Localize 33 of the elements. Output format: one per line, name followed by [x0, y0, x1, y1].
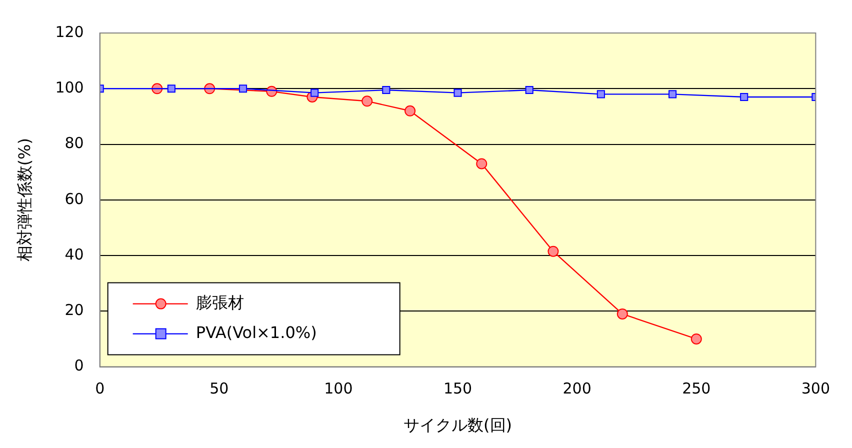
y-tick-label: 120	[55, 22, 84, 41]
point	[596, 90, 605, 98]
y-tick-label: 40	[64, 245, 84, 264]
x-tick-label: 100	[324, 380, 353, 398]
legend-label: 膨張材	[196, 292, 244, 312]
y-tick-label: 100	[55, 78, 84, 97]
y-tick-label: 60	[64, 190, 84, 208]
x-axis-title: サイクル数(回)	[404, 416, 512, 435]
point	[476, 158, 488, 170]
point	[310, 88, 319, 97]
point	[548, 246, 559, 257]
x-tick-label: 150	[443, 380, 472, 398]
x-tick-label: 300	[801, 380, 830, 398]
point	[454, 88, 462, 97]
y-axis-title: 相対弾性係数(%)	[14, 138, 34, 262]
point	[167, 84, 176, 93]
y-tick-label: 20	[64, 301, 84, 320]
point	[668, 90, 677, 98]
point	[238, 84, 248, 93]
x-tick-label: 200	[562, 380, 592, 398]
y-tick-label: 80	[64, 134, 84, 152]
point	[690, 333, 702, 344]
legend-label: PVA(Vol×1.0%)	[196, 322, 317, 342]
point	[616, 308, 628, 320]
point	[404, 105, 416, 116]
point	[525, 86, 534, 94]
point	[362, 96, 373, 107]
x-tick-label: 250	[682, 380, 711, 398]
point	[382, 86, 390, 94]
y-tick-label: 0	[74, 356, 84, 375]
x-tick-label: 0	[95, 380, 105, 398]
point	[740, 92, 748, 102]
x-tick-label: 50	[210, 380, 229, 398]
